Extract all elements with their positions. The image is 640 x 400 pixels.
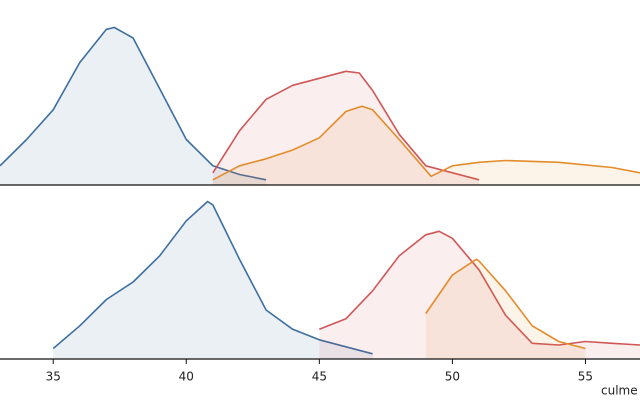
area-fill (212, 106, 640, 185)
density-line (425, 258, 586, 350)
density-line (212, 70, 480, 181)
area-fill (212, 71, 479, 185)
x-tick-label: 40 (179, 370, 194, 384)
density-line (212, 105, 640, 181)
x-axis-label: culme (601, 384, 638, 398)
x-tick-label: 35 (46, 370, 61, 384)
density-line (319, 230, 640, 346)
area-fill (53, 201, 373, 359)
x-tick-label: 55 (578, 370, 593, 384)
density-line (52, 200, 373, 355)
area-fill (0, 27, 267, 185)
x-tick-label: 45 (312, 370, 327, 384)
area-fill (319, 231, 640, 359)
x-tick-label: 50 (445, 370, 460, 384)
